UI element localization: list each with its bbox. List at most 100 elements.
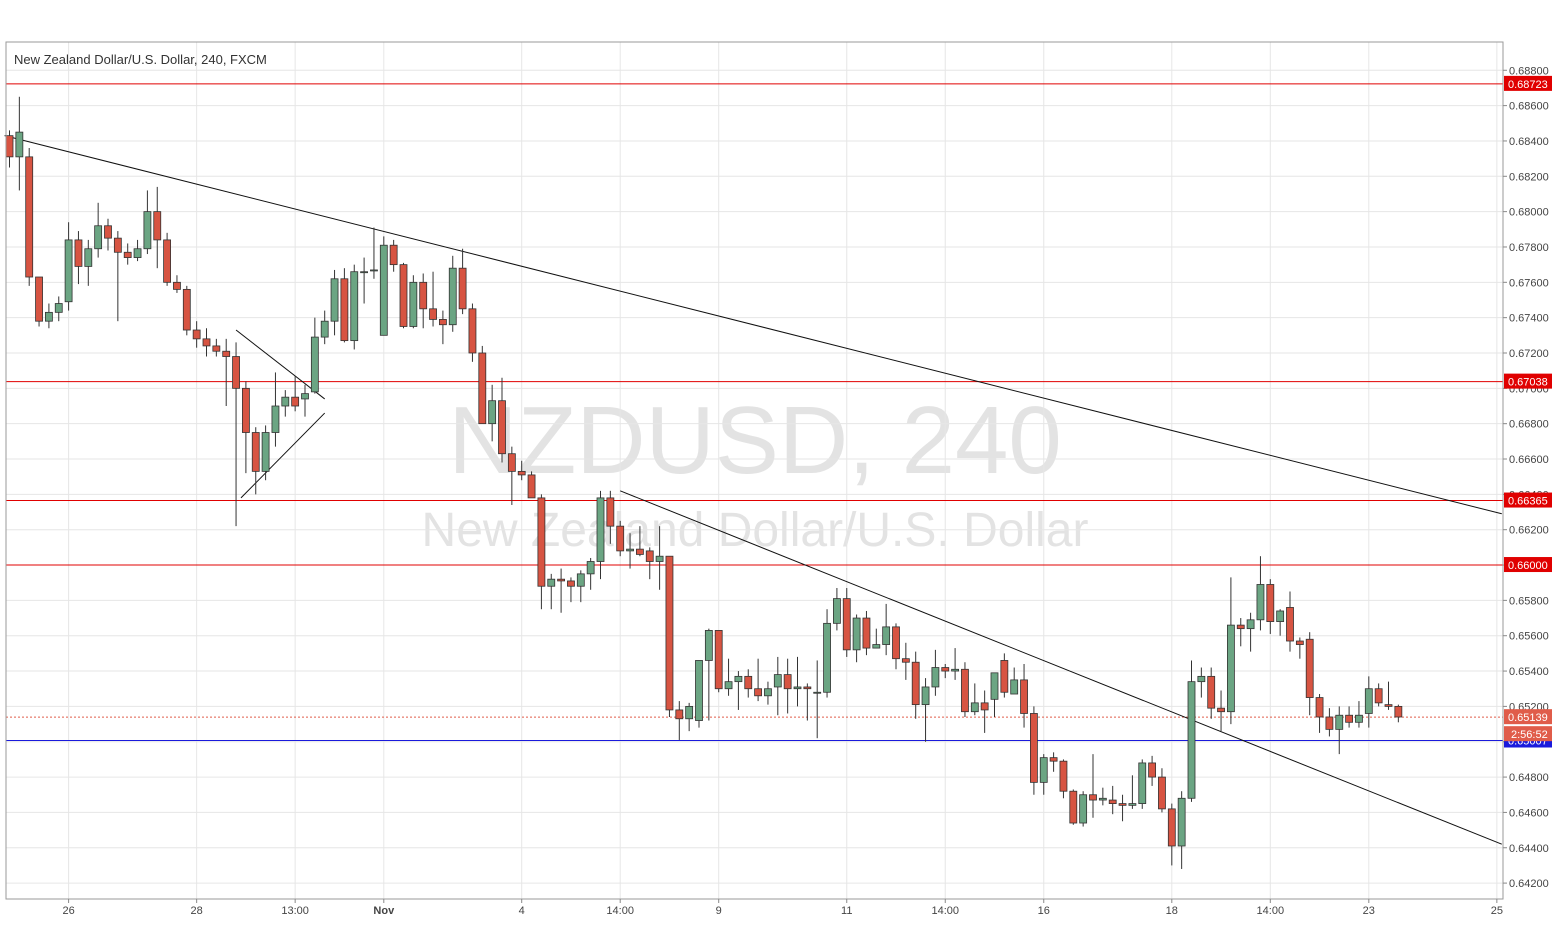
candle-body (64, 239, 73, 303)
candle-body (1010, 679, 1019, 695)
x-tick-label: 14:00 (931, 905, 959, 917)
candle-body (468, 308, 477, 354)
candle-body (1345, 714, 1353, 723)
plot-border (5, 41, 1504, 900)
trendline (4, 135, 1502, 515)
candle-body (1394, 705, 1403, 718)
candle-body (695, 660, 703, 721)
candles (5, 96, 1403, 869)
candle-body (340, 278, 349, 342)
y-tick-label: 0.68200 (1509, 171, 1549, 183)
level-label-bg (1504, 557, 1552, 573)
candle-body (675, 709, 684, 720)
candle-body (419, 281, 428, 310)
candle-body (1158, 776, 1166, 810)
level-label: 0.68723 (1508, 79, 1548, 91)
grid (6, 42, 1503, 899)
countdown-label: 2:56:52 (1511, 729, 1548, 741)
candle-body (1039, 757, 1048, 783)
x-tick-label: 25 (1491, 905, 1503, 917)
candle-body (655, 555, 664, 562)
candle-body (1236, 624, 1245, 630)
candle-body (163, 239, 172, 283)
candle-body (320, 320, 329, 338)
candle-body (1266, 584, 1275, 622)
candle-body (202, 338, 211, 347)
candle-body (793, 686, 802, 690)
candle-body (783, 674, 792, 690)
candle-body (133, 248, 142, 258)
y-tick-label: 0.65400 (1509, 666, 1549, 678)
x-axis-ticks: 26 28 13:00 Nov 4 14:00 9 11 14:00 16 18 14:00 23 25 (62, 899, 1503, 917)
candle-body (458, 267, 467, 310)
y-tick-label: 0.67200 (1509, 348, 1549, 360)
candle-body (153, 211, 162, 241)
current-price-label: 0.65139 (1508, 712, 1548, 724)
candle-body (636, 548, 644, 555)
candle-body (626, 548, 634, 552)
candle-body (1355, 714, 1363, 723)
candle-body (261, 432, 270, 472)
candle-body (803, 686, 812, 690)
candle-body (951, 668, 959, 672)
candle-body (330, 278, 339, 322)
candle-body (754, 688, 762, 697)
x-tick-label: 13:00 (281, 905, 309, 917)
trendline (235, 329, 326, 400)
y-tick-label: 0.68000 (1509, 207, 1549, 219)
candle-body (84, 248, 93, 267)
candle-body (1069, 790, 1078, 824)
candle-body (1256, 584, 1265, 621)
candle-body (429, 308, 437, 320)
candle-body (1187, 681, 1196, 799)
candle-body (409, 281, 418, 327)
candle-body (1030, 713, 1038, 783)
candle-body (1059, 760, 1068, 792)
watermark-symbol: NZDUSD, 240 (448, 387, 1062, 494)
candle-body (911, 661, 920, 706)
candle-body (389, 244, 398, 266)
y-tick-label: 0.66600 (1509, 454, 1549, 466)
candle-body (281, 396, 290, 407)
x-tick-label: 9 (716, 905, 722, 917)
candle-body (1286, 607, 1294, 642)
candle-body (488, 400, 497, 425)
countdown-bg (1504, 726, 1552, 742)
candle-body (606, 497, 615, 527)
candle-body (527, 474, 536, 499)
candle-body (271, 405, 280, 433)
candle-body (901, 658, 910, 663)
candle-body (35, 276, 43, 322)
candle-body (399, 264, 408, 327)
candle-body (547, 578, 556, 587)
candle-body (360, 271, 369, 274)
candle-body (1315, 697, 1324, 718)
y-tick-label: 0.64400 (1509, 843, 1549, 855)
candle-body (665, 555, 674, 711)
candle-body (980, 702, 989, 711)
candle-body (222, 350, 231, 357)
candle-body (192, 329, 201, 340)
candle-body (823, 622, 831, 693)
candle-body (1020, 679, 1028, 714)
candle-body (1246, 619, 1255, 630)
axes (5, 41, 1504, 900)
candle-body (291, 396, 300, 407)
candle-body (567, 580, 575, 587)
x-tick-label: 14:00 (1257, 905, 1285, 917)
candle-body (596, 497, 605, 562)
candle-body (370, 269, 378, 272)
candle-body (251, 432, 260, 472)
y-tick-label: 0.68400 (1509, 136, 1549, 148)
candle-body (1167, 808, 1176, 847)
candle-body (182, 288, 191, 331)
candle-body (1128, 803, 1137, 806)
candle-body (813, 691, 822, 694)
candle-body (1089, 794, 1097, 801)
level-label-bg (1504, 75, 1552, 91)
y-tick-label: 0.68600 (1509, 101, 1549, 113)
candle-body (1138, 762, 1147, 804)
candle-body (685, 705, 694, 720)
candle-body (882, 626, 891, 645)
